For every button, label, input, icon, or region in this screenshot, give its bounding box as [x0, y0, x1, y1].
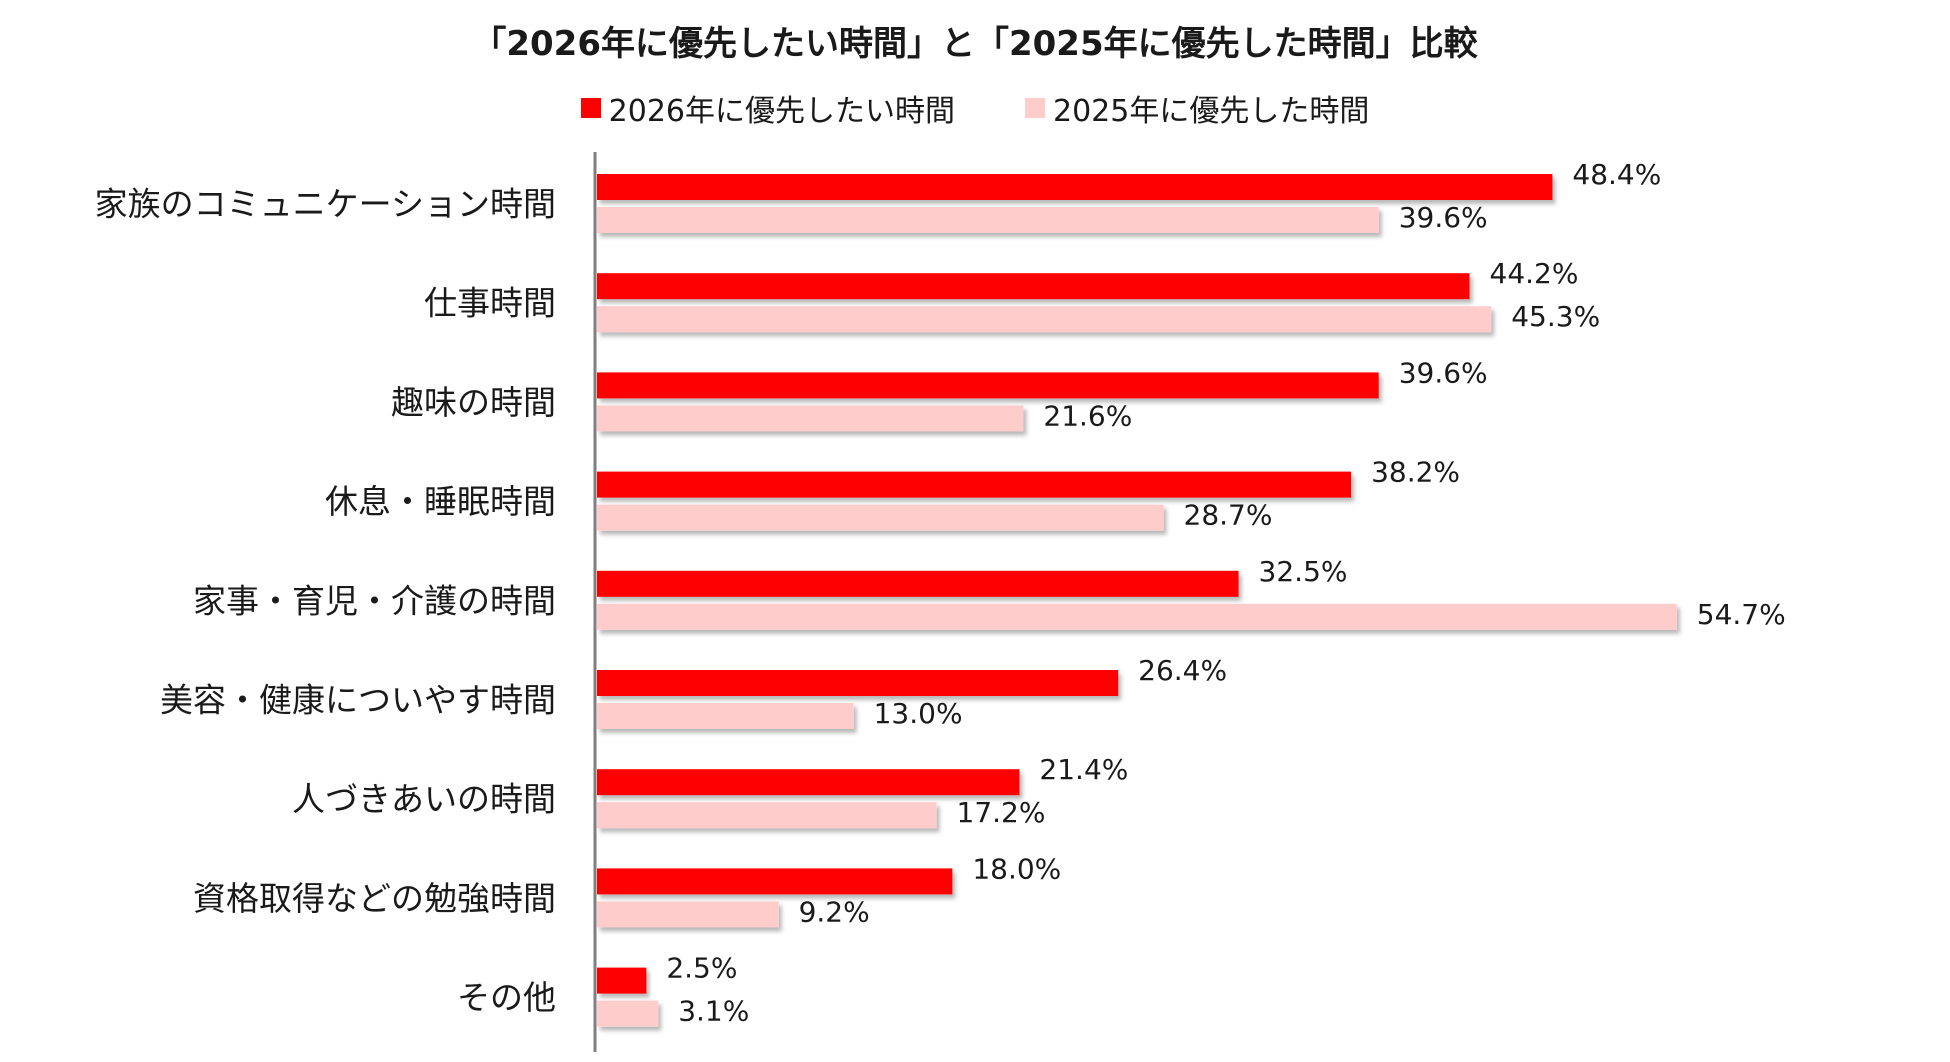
data-label: 28.7% [1184, 499, 1273, 532]
bar-2026 [597, 769, 1020, 796]
data-label: 26.4% [1138, 654, 1227, 687]
legend-label-2025: 2025年に優先した時間 [1053, 94, 1370, 129]
category-label: 仕事時間 [424, 284, 556, 323]
data-label: 38.2% [1371, 456, 1460, 489]
legend-label-2026: 2026年に優先したい時間 [608, 94, 955, 129]
data-label: 3.1% [678, 995, 749, 1028]
bar-2026 [597, 967, 647, 994]
bar-2026 [597, 372, 1379, 399]
bar-2026 [597, 471, 1352, 498]
data-label: 17.2% [957, 796, 1046, 829]
data-label: 54.7% [1697, 598, 1786, 631]
category-label: 家族のコミュニケーション時間 [95, 185, 556, 224]
data-label: 39.6% [1399, 356, 1488, 389]
bar-2026 [597, 670, 1119, 696]
data-label: 44.2% [1490, 257, 1579, 290]
category-label: 趣味の時間 [391, 383, 556, 422]
legend-item-2025: 2025年に優先した時間 [1025, 86, 1369, 130]
category-label: その他 [457, 978, 556, 1017]
data-label: 21.6% [1043, 399, 1132, 432]
bars-layer: 家族のコミュニケーション時間 48.4% 39.6% 仕事時間 44.2% 45.3% 趣味… [95, 158, 1786, 1028]
bar-2025 [597, 1000, 659, 1027]
legend-swatch-2025 [1025, 98, 1045, 118]
data-label: 2.5% [666, 952, 737, 985]
category-label: 人づきあいの時間 [292, 780, 556, 819]
data-label: 18.0% [972, 852, 1061, 885]
bar-2025 [597, 207, 1379, 233]
bar-2025 [597, 405, 1024, 432]
category-label: 資格取得などの勉強時間 [193, 879, 556, 918]
category-label: 美容・健康についやす時間 [160, 681, 556, 720]
data-label: 21.4% [1039, 753, 1128, 786]
bar-2025 [597, 802, 937, 829]
bar-2026 [597, 273, 1470, 300]
bar-2025 [597, 703, 854, 729]
legend-swatch-2026 [580, 98, 601, 118]
data-label: 13.0% [874, 697, 963, 730]
bar-2025 [597, 504, 1164, 531]
legend-item-2026: 2026年に優先したい時間 [580, 86, 955, 130]
bar-2026 [597, 570, 1239, 597]
bar-2026 [597, 868, 953, 895]
bar-2025 [597, 603, 1677, 630]
data-label: 9.2% [799, 895, 870, 928]
data-label: 45.3% [1511, 300, 1600, 333]
data-label: 48.4% [1572, 158, 1661, 191]
bar-2025 [597, 901, 779, 928]
category-label: 家事・育児・介護の時間 [193, 581, 556, 620]
bar-2026 [597, 174, 1553, 200]
chart-title: 「2026年に優先したい時間」と「2025年に優先した時間」比較 [472, 24, 1478, 64]
bar-2025 [597, 306, 1492, 333]
category-label: 休息・睡眠時間 [325, 482, 556, 521]
data-label: 32.5% [1259, 555, 1348, 588]
data-label: 39.6% [1399, 201, 1488, 234]
chart-legend: 2026年に優先したい時間 2025年に優先した時間 [0, 86, 1950, 130]
